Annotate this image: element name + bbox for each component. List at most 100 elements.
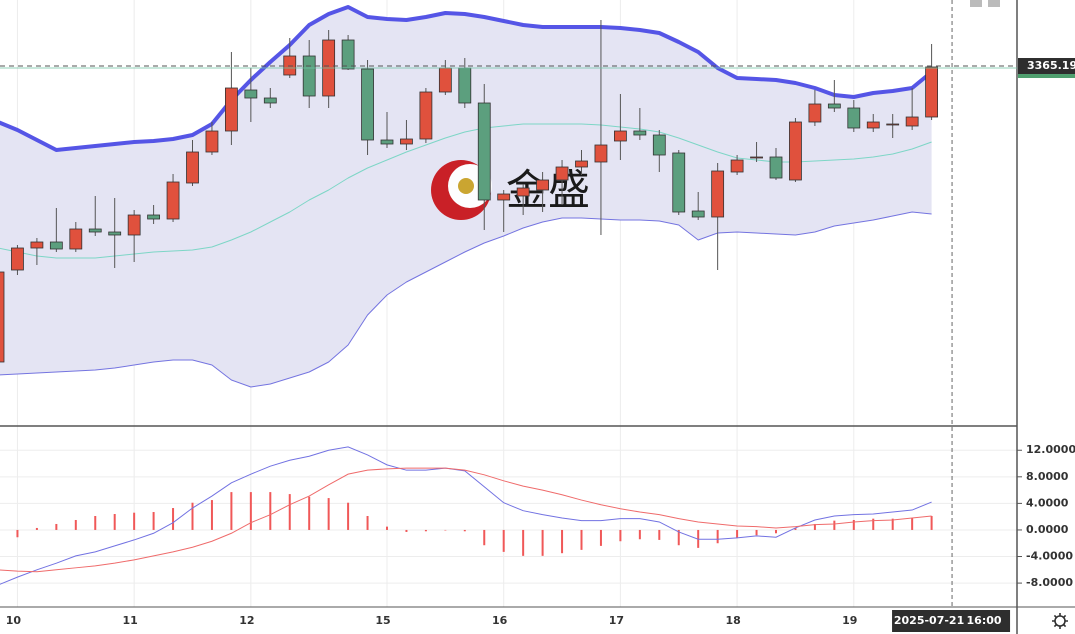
x-tick-label: 16 xyxy=(492,614,508,627)
histogram-bar xyxy=(191,502,194,530)
histogram-bar xyxy=(677,529,680,546)
candle-body xyxy=(0,271,5,363)
histogram-bar xyxy=(308,496,311,530)
histogram-bar xyxy=(794,527,797,530)
histogram-bar xyxy=(35,527,38,530)
histogram-bar xyxy=(483,529,486,546)
histogram-bar xyxy=(94,516,97,530)
candle-body xyxy=(672,152,686,213)
candle-body xyxy=(361,68,374,141)
candle-body xyxy=(808,103,822,123)
candles xyxy=(0,20,938,363)
x-tick-label: 12 xyxy=(239,614,254,627)
y-tick-label: 8.0000 xyxy=(1026,470,1069,483)
histogram-bar xyxy=(775,529,777,534)
candle-body xyxy=(575,160,588,168)
histogram-bar xyxy=(599,529,602,546)
histogram-bar xyxy=(16,529,19,538)
toolbar-icon[interactable] xyxy=(970,0,982,7)
histogram-bar xyxy=(872,518,875,530)
candle-body xyxy=(614,130,627,142)
band-upper xyxy=(0,5,933,152)
histogram-bar xyxy=(210,500,213,530)
candle-body xyxy=(419,91,433,140)
histogram-bar xyxy=(152,512,155,530)
x-tick-label: 18 xyxy=(725,614,740,627)
histogram-bar xyxy=(230,492,233,530)
y-tick-label: -8.0000 xyxy=(1026,576,1073,589)
candle-body xyxy=(905,116,919,127)
candle-body xyxy=(516,187,530,197)
candle-body xyxy=(497,193,511,201)
candle-body xyxy=(691,210,705,218)
histogram-bar xyxy=(133,512,136,530)
candle-body xyxy=(730,159,744,173)
histogram-bar xyxy=(502,529,505,552)
x-tick-label: 10 xyxy=(6,614,22,627)
candle-body xyxy=(633,130,647,136)
candle-body xyxy=(886,123,900,126)
candle-body xyxy=(380,139,394,145)
candle-body xyxy=(827,103,841,109)
histogram-bar xyxy=(930,516,933,530)
histogram-bar xyxy=(716,529,719,544)
histogram-bar xyxy=(74,519,77,530)
y-tick-label: 0.0000 xyxy=(1026,523,1069,536)
histogram-bar xyxy=(852,519,855,530)
histogram-bar xyxy=(813,523,816,530)
histogram-bar xyxy=(55,523,58,530)
y-tick-label: -4.0000 xyxy=(1026,550,1073,563)
y-tick-label: 12.0000 xyxy=(1026,443,1075,456)
candle-body xyxy=(244,89,258,99)
candle-body xyxy=(283,55,297,76)
candle-body xyxy=(400,138,413,145)
band-lower xyxy=(0,211,932,388)
candle-body xyxy=(108,231,122,236)
histogram-bar xyxy=(327,498,330,530)
histogram-bar xyxy=(249,492,252,530)
histogram-bar xyxy=(561,529,564,554)
candle-body xyxy=(477,102,491,201)
candle-body xyxy=(166,181,180,220)
candle-body xyxy=(302,55,316,97)
histogram-bar xyxy=(833,520,836,530)
candle-body xyxy=(536,179,549,191)
histogram-bar xyxy=(347,502,350,530)
histogram-bar xyxy=(891,518,894,530)
settings-icon[interactable] xyxy=(1052,613,1068,629)
macd xyxy=(0,446,933,585)
candle-body xyxy=(769,156,783,179)
time-label-box xyxy=(892,610,1011,632)
candle-body xyxy=(438,67,452,93)
histogram-bar xyxy=(386,526,388,530)
histogram-bar xyxy=(424,529,427,532)
candle-body xyxy=(458,67,472,104)
toolbar-icon[interactable] xyxy=(988,0,1000,7)
time-label-date: 2025-07-21 xyxy=(894,614,964,627)
candle-body xyxy=(147,214,161,220)
candle-body xyxy=(789,121,802,181)
candle-body xyxy=(224,87,238,132)
x-tick-label: 11 xyxy=(122,614,137,627)
candle-body xyxy=(925,66,938,118)
histogram-bar xyxy=(172,508,175,530)
x-tick-label: 17 xyxy=(609,614,624,627)
x-tick-label: 19 xyxy=(842,614,857,627)
candle-body xyxy=(847,107,861,129)
candle-body xyxy=(30,241,44,249)
candle-body xyxy=(49,241,63,250)
candle-body xyxy=(711,170,725,218)
histogram-bar xyxy=(288,494,291,530)
histogram-bar xyxy=(638,529,641,540)
histogram-bar xyxy=(366,516,369,530)
logo-ball xyxy=(458,178,474,194)
candle-body xyxy=(652,134,666,156)
histogram-bar xyxy=(619,529,622,542)
histogram-bar xyxy=(405,529,408,532)
histogram-bar xyxy=(911,517,914,530)
candle-body xyxy=(11,247,24,271)
candle-body xyxy=(127,214,141,236)
histogram-bar xyxy=(113,514,116,530)
